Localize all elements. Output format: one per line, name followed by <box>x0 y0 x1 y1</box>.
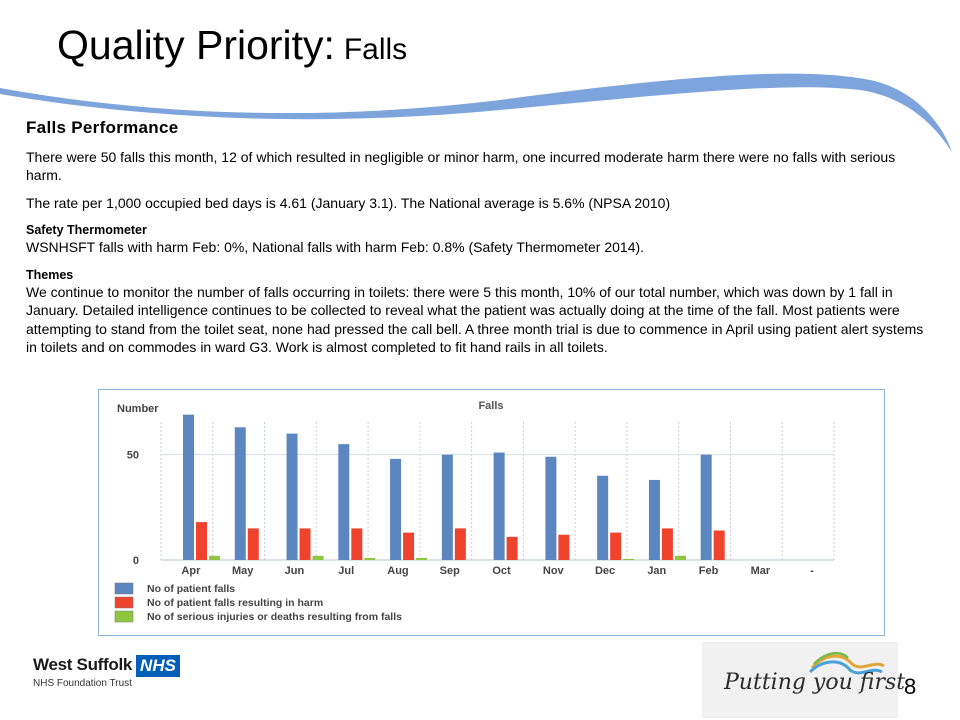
bar <box>545 456 557 560</box>
y-tick-label: 50 <box>127 450 139 462</box>
x-tick-label: - <box>810 565 814 577</box>
bar <box>247 528 259 560</box>
legend-label: No of serious injuries or deaths resulti… <box>147 611 402 623</box>
x-tick-label: Aug <box>387 565 408 577</box>
legend-swatch <box>114 596 134 609</box>
bar <box>610 532 622 560</box>
safety-thermometer-text: WSNHSFT falls with harm Feb: 0%, Nationa… <box>26 239 645 255</box>
rate-paragraph: The rate per 1,000 occupied bed days is … <box>26 195 671 211</box>
x-tick-label: Apr <box>181 565 201 577</box>
chart-title: Falls <box>478 400 503 412</box>
page-number: 8 <box>904 674 917 699</box>
trust-subtitle: NHS Foundation Trust <box>33 678 132 689</box>
x-tick-label: Dec <box>595 565 615 577</box>
slogan-text: Putting you first <box>724 670 906 695</box>
bar <box>338 444 350 560</box>
page-title: Quality Priority: Falls <box>57 22 407 69</box>
bar <box>299 528 311 560</box>
bar <box>390 458 402 560</box>
bar <box>713 530 725 560</box>
section-heading: Falls Performance <box>26 118 179 137</box>
putting-you-first-logo: Putting you first <box>702 642 905 718</box>
bar <box>648 479 660 560</box>
bar <box>454 528 466 560</box>
body-content: Falls Performance There were 50 falls th… <box>26 118 934 367</box>
bar <box>661 528 673 560</box>
themes-text: We continue to monitor the number of fal… <box>26 283 924 356</box>
bar <box>312 555 324 560</box>
safety-thermometer-heading: Safety Thermometer <box>26 223 147 237</box>
bar <box>286 433 298 560</box>
x-tick-label: Jul <box>338 565 354 577</box>
x-tick-label: Oct <box>492 565 511 577</box>
x-tick-label: Sep <box>440 565 460 577</box>
bar <box>493 452 505 560</box>
legend-label: No of patient falls resulting in harm <box>147 597 323 609</box>
bar <box>183 414 194 560</box>
x-tick-label: Jun <box>285 565 305 577</box>
bar <box>674 555 686 560</box>
legend-label: No of patient falls <box>147 583 235 595</box>
x-tick-label: Mar <box>751 565 771 577</box>
falls-summary-paragraph: There were 50 falls this month, 12 of wh… <box>26 149 896 183</box>
bar <box>506 536 518 560</box>
falls-chart-svg: 0 50 Falls Number Apr May Jun Jul Aug Sep Oct Nov De… <box>114 400 835 623</box>
y-tick-label: 0 <box>133 555 139 567</box>
safety-thermometer-section: Safety Thermometer WSNHSFT falls with ha… <box>26 222 934 257</box>
nhs-logo: NHS <box>136 655 180 677</box>
themes-section: Themes We continue to monitor the number… <box>26 267 934 357</box>
bar <box>234 427 246 560</box>
x-tick-label: May <box>232 565 254 577</box>
y-axis-label: Number <box>117 403 159 415</box>
bar <box>623 558 635 560</box>
legend-swatch <box>114 610 134 623</box>
header-swoosh-graphic <box>0 73 952 152</box>
falls-chart: 0 50 Falls Number Apr May Jun Jul Aug Sep Oct Nov De… <box>98 389 885 636</box>
themes-heading: Themes <box>26 267 74 282</box>
title-sub: Falls <box>343 33 408 66</box>
x-tick-label: Jan <box>647 565 666 577</box>
bar <box>700 454 712 560</box>
bar <box>416 557 428 560</box>
bar <box>597 475 609 560</box>
bar <box>441 454 453 560</box>
x-tick-label: Nov <box>543 565 565 577</box>
ribbon-icon <box>808 651 885 675</box>
bar <box>196 522 207 560</box>
bar <box>403 532 415 560</box>
trust-logo: West Suffolk NHS NHS Foundation Trust <box>33 655 180 689</box>
x-tick-label: Feb <box>699 565 719 577</box>
bar <box>209 555 220 560</box>
bar <box>351 528 363 560</box>
trust-name: West Suffolk <box>33 655 133 674</box>
legend-swatch <box>114 582 134 595</box>
title-main: Quality Priority: <box>57 22 335 68</box>
bar <box>558 534 570 560</box>
bar <box>364 557 376 560</box>
